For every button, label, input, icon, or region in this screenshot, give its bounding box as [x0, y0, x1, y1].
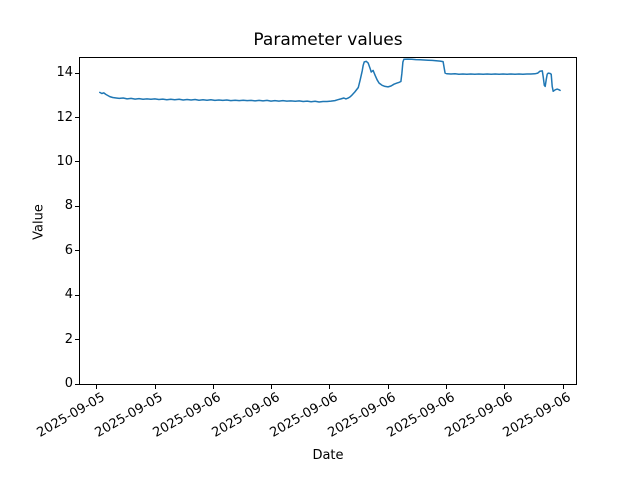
x-tick-mark: [271, 385, 273, 389]
y-tick-label: 2: [64, 331, 73, 347]
chart-title: Parameter values: [253, 30, 403, 50]
y-tick-mark: [75, 161, 79, 163]
x-tick-mark: [96, 385, 98, 389]
y-tick-label: 4: [64, 287, 73, 303]
y-tick-mark: [75, 339, 79, 341]
y-tick-mark: [75, 72, 79, 74]
x-tick-mark: [212, 385, 214, 389]
y-tick-mark: [75, 250, 79, 252]
y-tick-mark: [75, 117, 79, 118]
x-tick-mark: [329, 385, 331, 389]
plot-area: [79, 57, 577, 385]
x-tick-mark: [387, 385, 389, 389]
x-tick-mark: [562, 385, 564, 389]
y-tick-mark: [75, 383, 79, 385]
y-tick-label: 10: [56, 153, 73, 169]
y-tick-label: 14: [56, 65, 73, 81]
y-tick-label: 0: [64, 376, 73, 391]
y-tick-mark: [75, 294, 79, 296]
y-tick-label: 8: [64, 198, 73, 214]
y-tick-label: 12: [56, 109, 73, 125]
x-tick-mark: [446, 385, 448, 389]
x-axis-label: Date: [312, 448, 344, 463]
x-tick-mark: [504, 385, 506, 389]
y-tick-label: 6: [64, 242, 73, 258]
y-tick-mark: [75, 205, 79, 207]
x-tick-mark: [154, 385, 156, 389]
